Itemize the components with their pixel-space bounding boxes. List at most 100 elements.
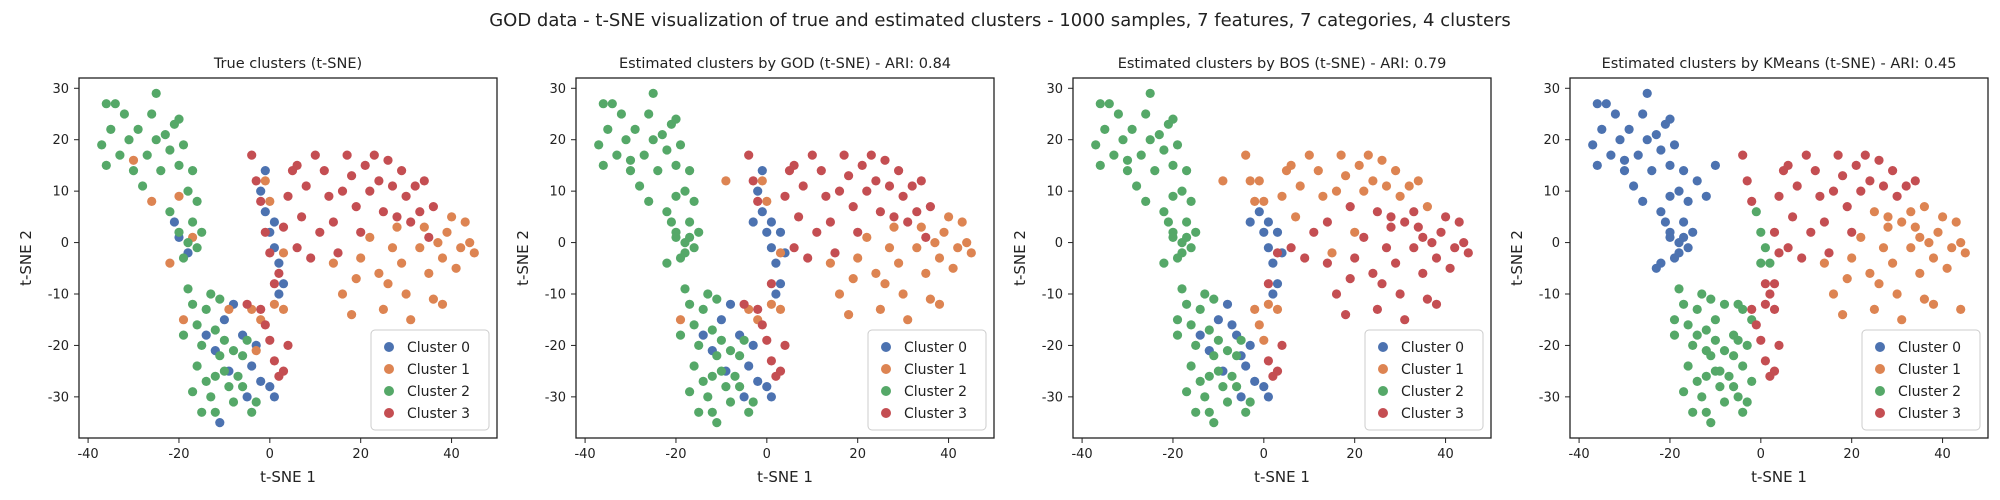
data-point-cluster-0 — [1629, 181, 1639, 191]
data-point-cluster-1 — [1942, 263, 1952, 273]
data-point-cluster-0 — [269, 392, 279, 402]
data-point-cluster-3 — [360, 160, 370, 170]
data-point-cluster-2 — [1706, 294, 1716, 304]
data-point-cluster-3 — [1431, 253, 1442, 263]
legend-marker — [881, 408, 891, 418]
data-point-cluster-0 — [1642, 135, 1652, 145]
data-point-cluster-2 — [97, 140, 107, 150]
data-point-cluster-3 — [315, 227, 325, 237]
data-point-cluster-1 — [1933, 227, 1943, 237]
data-point-cluster-3 — [310, 150, 320, 160]
data-point-cluster-1 — [1874, 279, 1884, 289]
data-point-cluster-1 — [1888, 258, 1898, 268]
data-point-cluster-3 — [1765, 289, 1775, 299]
y-tick-label: 0 — [61, 236, 69, 251]
data-point-cluster-1 — [1336, 150, 1346, 160]
data-point-cluster-2 — [653, 166, 663, 176]
data-point-cluster-1 — [944, 212, 954, 222]
y-axis-label: t-SNE 2 — [514, 230, 532, 286]
data-point-cluster-2 — [1209, 294, 1219, 304]
data-point-cluster-3 — [1774, 191, 1784, 201]
data-point-cluster-3 — [880, 155, 890, 165]
data-point-cluster-2 — [1751, 207, 1761, 217]
data-point-cluster-2 — [192, 243, 202, 253]
data-point-cluster-0 — [766, 243, 777, 253]
data-point-cluster-3 — [333, 248, 343, 258]
data-point-cluster-2 — [1186, 243, 1196, 253]
data-point-cluster-2 — [1756, 227, 1766, 237]
data-point-cluster-2 — [1756, 258, 1766, 268]
data-point-cluster-2 — [1710, 335, 1720, 345]
data-point-cluster-3 — [392, 212, 402, 222]
data-point-cluster-1 — [328, 258, 338, 268]
data-point-cluster-2 — [1182, 166, 1192, 176]
data-point-cluster-3 — [1409, 207, 1419, 217]
data-point-cluster-3 — [1760, 299, 1770, 309]
panel-title: Estimated clusters by KMeans (t-SNE) - A… — [1602, 56, 1957, 72]
data-point-cluster-2 — [598, 160, 608, 170]
data-point-cluster-2 — [183, 186, 193, 196]
x-tick-label: -40 — [574, 447, 595, 462]
data-point-cluster-2 — [1118, 135, 1128, 145]
data-point-cluster-2 — [188, 299, 198, 309]
data-point-cluster-3 — [1413, 222, 1423, 232]
y-axis-label: t-SNE 2 — [17, 230, 35, 286]
legend-label: Cluster 2 — [1898, 384, 1961, 400]
y-tick-label: -10 — [48, 288, 69, 303]
data-point-cluster-0 — [1259, 382, 1269, 392]
data-point-cluster-1 — [1869, 304, 1879, 314]
legend-label: Cluster 1 — [407, 362, 470, 378]
data-point-cluster-1 — [1883, 222, 1893, 232]
data-point-cluster-3 — [1345, 274, 1355, 284]
data-point-cluster-2 — [1109, 150, 1119, 160]
y-tick-label: 20 — [549, 133, 566, 148]
data-point-cluster-2 — [1715, 382, 1725, 392]
data-point-cluster-3 — [419, 176, 429, 186]
data-point-cluster-1 — [1865, 268, 1875, 278]
data-point-cluster-2 — [675, 140, 686, 150]
data-point-cluster-1 — [265, 196, 275, 206]
data-point-cluster-3 — [884, 181, 895, 191]
data-point-cluster-2 — [151, 135, 161, 145]
data-point-cluster-0 — [1674, 186, 1684, 196]
data-point-cluster-2 — [680, 186, 690, 196]
data-point-cluster-2 — [251, 397, 261, 407]
data-point-cluster-2 — [219, 366, 229, 376]
legend-label: Cluster 0 — [904, 340, 967, 356]
data-point-cluster-1 — [460, 217, 470, 227]
data-point-cluster-3 — [762, 335, 772, 345]
data-point-cluster-1 — [1956, 304, 1966, 314]
data-point-cluster-3 — [739, 299, 749, 309]
data-point-cluster-1 — [378, 304, 388, 314]
data-point-cluster-2 — [1204, 325, 1214, 335]
data-point-cluster-0 — [1679, 232, 1689, 242]
x-tick-label: -40 — [77, 447, 98, 462]
data-point-cluster-2 — [1200, 289, 1210, 299]
data-point-cluster-1 — [278, 248, 289, 258]
data-point-cluster-2 — [1204, 371, 1214, 381]
data-point-cluster-3 — [1459, 238, 1469, 248]
data-point-cluster-1 — [178, 315, 189, 325]
data-point-cluster-0 — [1254, 207, 1264, 217]
data-point-cluster-1 — [825, 258, 836, 268]
data-point-cluster-3 — [1751, 320, 1761, 330]
data-point-cluster-1 — [1391, 166, 1401, 176]
data-point-cluster-2 — [219, 335, 229, 345]
data-point-cluster-2 — [206, 392, 216, 402]
data-point-cluster-3 — [894, 166, 904, 176]
data-point-cluster-1 — [1906, 243, 1916, 253]
data-point-cluster-3 — [1760, 356, 1770, 366]
data-point-cluster-2 — [1200, 392, 1210, 402]
data-point-cluster-2 — [133, 124, 143, 134]
data-point-cluster-0 — [725, 299, 736, 309]
data-point-cluster-1 — [1318, 191, 1328, 201]
data-point-cluster-0 — [771, 258, 781, 268]
legend-box — [1364, 329, 1484, 431]
data-point-cluster-3 — [1309, 227, 1319, 237]
data-point-cluster-2 — [707, 371, 717, 381]
data-point-cluster-2 — [671, 114, 681, 124]
data-point-cluster-1 — [1277, 191, 1287, 201]
data-point-cluster-0 — [1195, 330, 1205, 340]
y-tick-label: -30 — [545, 390, 566, 405]
